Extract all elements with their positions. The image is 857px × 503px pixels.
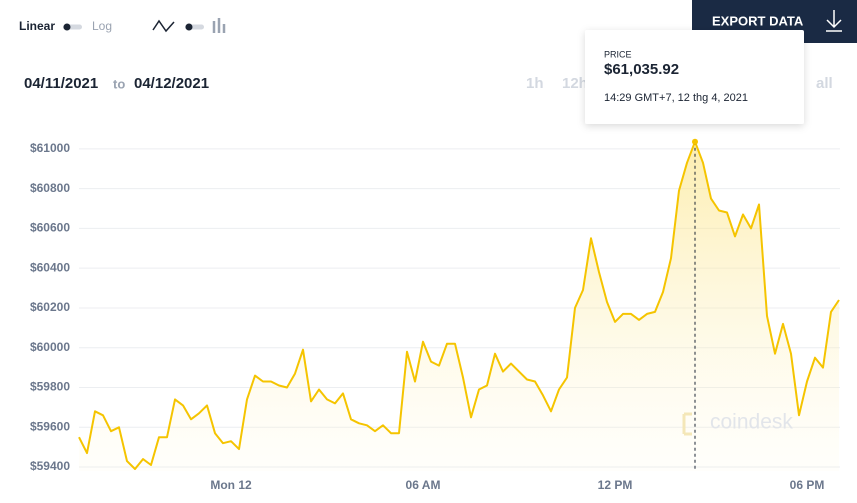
y-tick-label: $60800 [30,181,70,195]
tooltip-value: $61,035.92 [604,61,679,78]
date-to-word: to [113,76,125,91]
x-tick-label: Mon 12 [210,478,252,492]
y-tick-label: $59800 [30,380,70,394]
watermark: coindesk [710,411,793,434]
linear-label[interactable]: Linear [19,19,55,33]
plot-area: $59400 $59600 $59800 $60000 $60200 $60400 $606… [30,138,840,492]
toggle-knob [63,23,71,31]
y-tick-label: $60200 [30,300,70,314]
tooltip-time: 14:29 GMT+7, 12 thg 4, 2021 [604,92,748,104]
date-from[interactable]: 04/11/2021 [24,75,98,92]
y-tick-label: $60400 [30,260,70,274]
x-tick-label: 12 PM [598,478,633,492]
range-button[interactable]: all [816,75,833,92]
y-tick-label: $60000 [30,340,70,354]
tooltip: PRICE $61,035.92 14:29 GMT+7, 12 thg 4, … [585,30,804,124]
date-to[interactable]: 04/12/2021 [134,75,209,92]
export-label: EXPORT DATA [712,13,804,28]
toggle-knob [185,23,193,31]
hover-point [692,138,698,145]
x-tick-label: 06 AM [406,478,441,492]
y-tick-label: $59600 [30,419,70,433]
line [78,140,840,470]
log-label[interactable]: Log [92,19,112,33]
download-icon [826,10,842,32]
bar-icon[interactable] [212,18,226,33]
tooltip-label: PRICE [604,49,632,59]
range-button[interactable]: 1h [526,75,544,92]
tooltip-box [585,30,804,124]
area [79,141,839,471]
y-tick-label: $61000 [30,141,70,155]
y-tick-label: $59400 [30,459,70,473]
y-tick-label: $60600 [30,221,70,235]
x-tick-label: 06 PM [790,478,825,492]
range-button[interactable]: 12h [562,75,588,92]
line-icon[interactable] [152,19,175,33]
watermark-icon [682,412,692,436]
